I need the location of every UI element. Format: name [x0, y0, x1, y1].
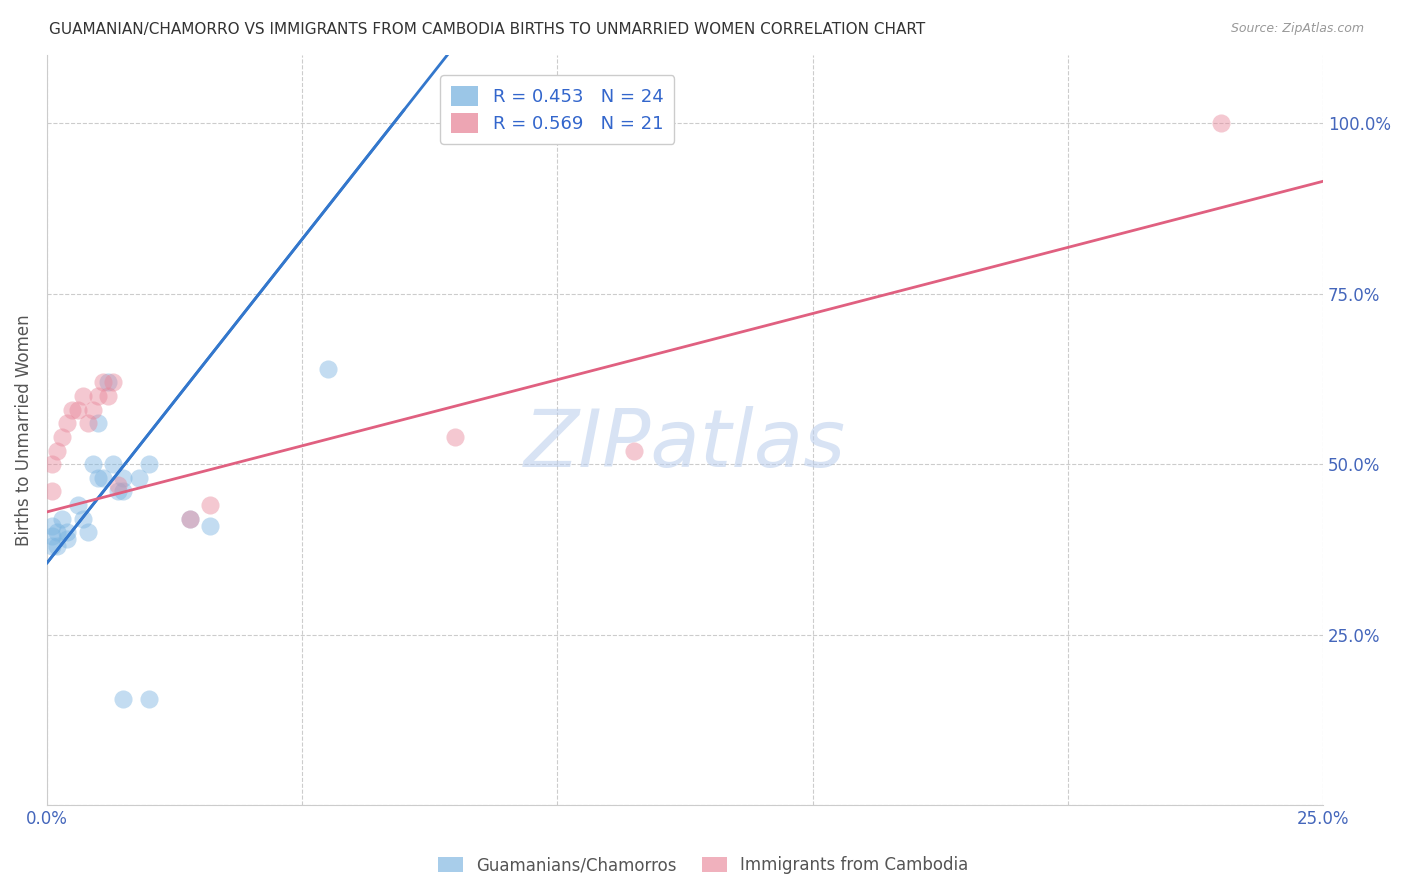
Point: [1209, 116, 1232, 130]
Point: [107, 484, 129, 499]
Point: [138, 457, 160, 471]
Y-axis label: Births to Unmarried Women: Births to Unmarried Women: [15, 314, 32, 546]
Point: [41, 457, 63, 471]
Point: [103, 457, 125, 471]
Point: [66, 402, 89, 417]
Point: [87, 389, 110, 403]
Point: [82, 457, 104, 471]
Point: [51, 430, 73, 444]
Point: [112, 484, 135, 499]
Point: [51, 512, 73, 526]
Point: [41, 539, 63, 553]
Point: [62, 402, 84, 417]
Point: [82, 402, 104, 417]
Legend: R = 0.453   N = 24, R = 0.569   N = 21: R = 0.453 N = 24, R = 0.569 N = 21: [440, 76, 675, 145]
Point: [200, 498, 222, 512]
Point: [87, 471, 110, 485]
Point: [444, 430, 467, 444]
Point: [128, 471, 150, 485]
Point: [41, 518, 63, 533]
Point: [179, 512, 201, 526]
Point: [46, 525, 69, 540]
Point: [72, 389, 94, 403]
Point: [46, 443, 69, 458]
Point: [138, 692, 160, 706]
Legend: Guamanians/Chamorros, Immigrants from Cambodia: Guamanians/Chamorros, Immigrants from Ca…: [433, 851, 973, 880]
Point: [56, 532, 79, 546]
Point: [91, 471, 114, 485]
Point: [76, 525, 98, 540]
Text: ZIPatlas: ZIPatlas: [524, 406, 846, 484]
Point: [41, 529, 63, 543]
Point: [56, 417, 79, 431]
Point: [76, 417, 98, 431]
Point: [91, 376, 114, 390]
Text: GUAMANIAN/CHAMORRO VS IMMIGRANTS FROM CAMBODIA BIRTHS TO UNMARRIED WOMEN CORRELA: GUAMANIAN/CHAMORRO VS IMMIGRANTS FROM CA…: [49, 22, 925, 37]
Point: [56, 525, 79, 540]
Text: Source: ZipAtlas.com: Source: ZipAtlas.com: [1230, 22, 1364, 36]
Point: [41, 484, 63, 499]
Point: [97, 389, 120, 403]
Point: [97, 376, 120, 390]
Point: [66, 498, 89, 512]
Point: [316, 361, 339, 376]
Point: [46, 539, 69, 553]
Point: [103, 376, 125, 390]
Point: [107, 477, 129, 491]
Point: [112, 692, 135, 706]
Point: [623, 443, 645, 458]
Point: [87, 417, 110, 431]
Point: [179, 512, 201, 526]
Point: [72, 512, 94, 526]
Point: [200, 518, 222, 533]
Point: [112, 471, 135, 485]
